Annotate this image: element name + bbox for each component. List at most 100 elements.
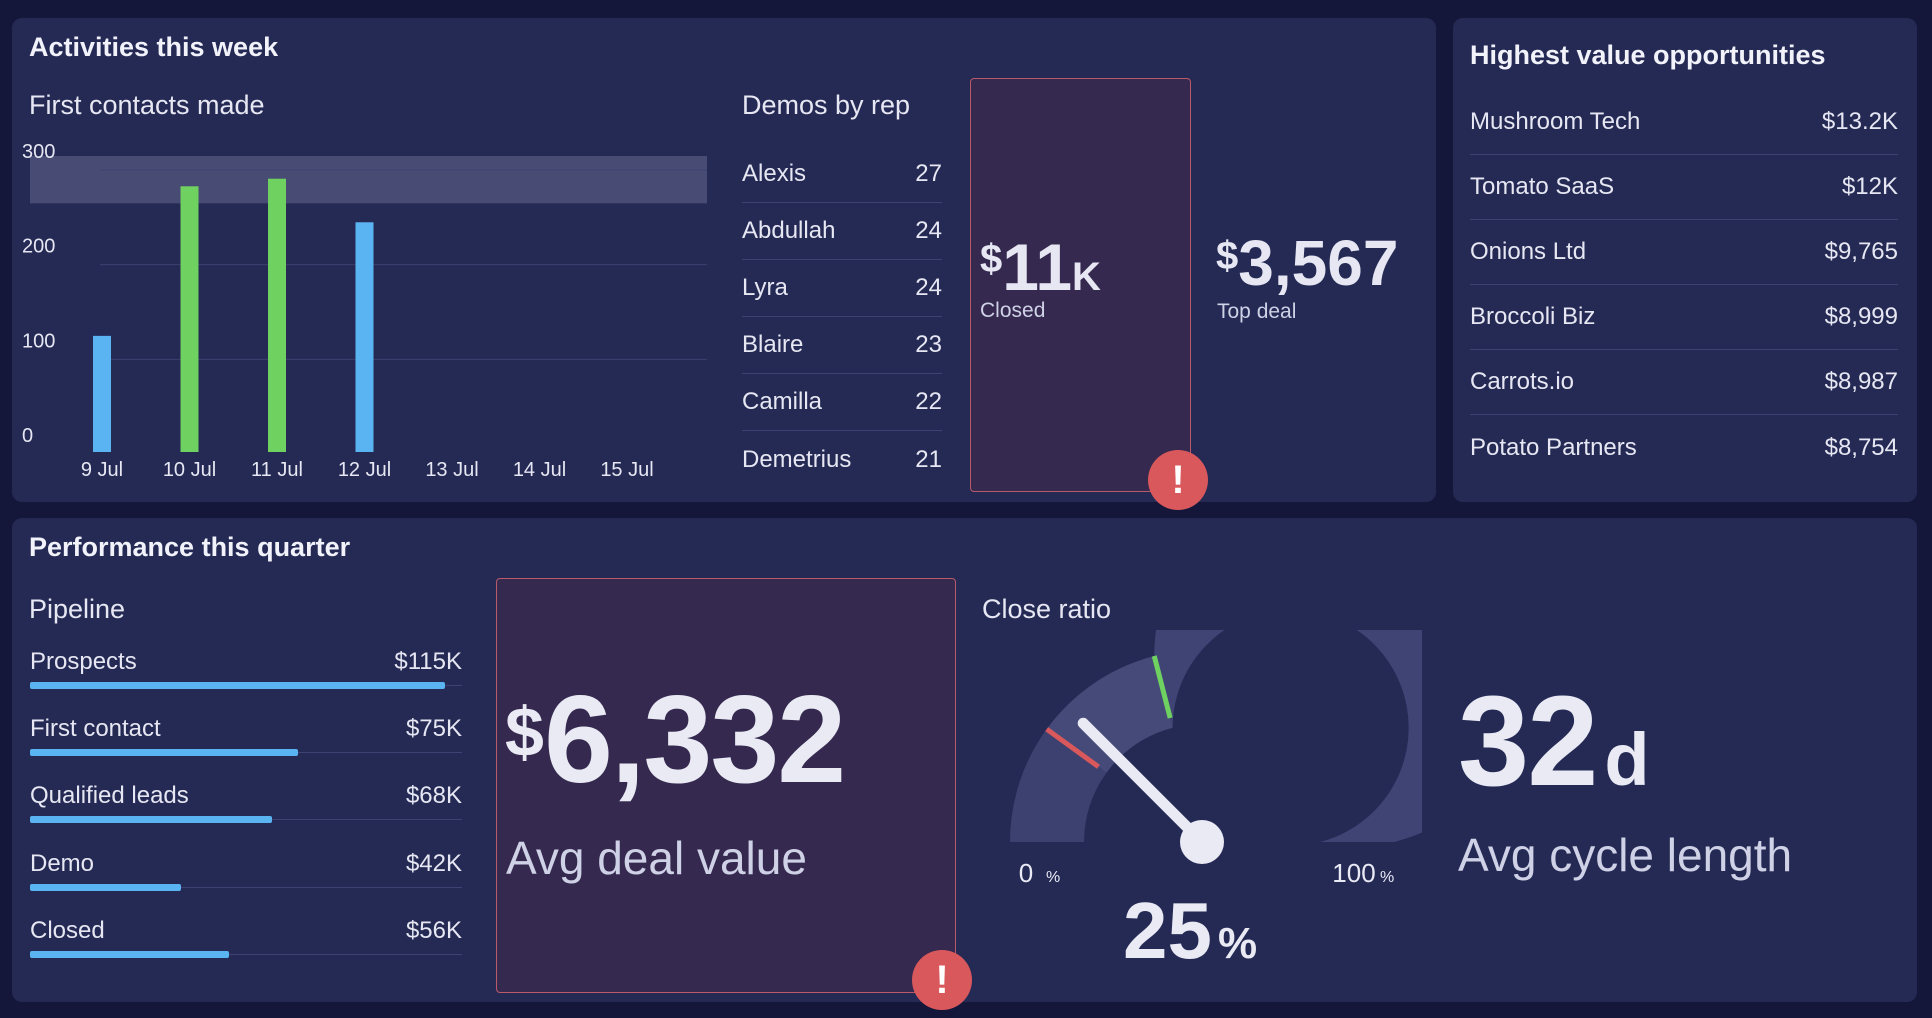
closed-suffix: K (1072, 255, 1101, 299)
opportunities-list: Mushroom Tech $13.2K Tomato SaaS $12K Onio… (1470, 90, 1898, 480)
rep-value: 21 (915, 445, 942, 473)
first-contacts-title: First contacts made (29, 90, 265, 120)
list-item: Blaire 23 (742, 317, 942, 374)
rep-name: Lyra (742, 274, 788, 301)
closed-value: $11K (980, 229, 1101, 305)
bar (180, 186, 199, 452)
cycle-unit: d (1604, 718, 1650, 801)
rep-name: Demetrius (742, 445, 852, 473)
pipeline-value: $56K (405, 917, 462, 944)
list-item: Alexis 27 (742, 146, 942, 203)
x-tick-label: 12 Jul (338, 459, 391, 481)
top-deal-currency: $ (1216, 234, 1239, 278)
closed-alert-icon[interactable]: ! (1148, 450, 1208, 510)
pipeline-bar (30, 682, 445, 689)
opportunities-title: Highest value opportunities (1470, 40, 1826, 70)
gauge-max-label: 100 (1332, 858, 1375, 888)
opportunity-name: Broccoli Biz (1470, 303, 1596, 330)
gauge-segment-mid (1046, 656, 1173, 773)
close-ratio-value: 25 (1123, 886, 1212, 970)
rep-name: Camilla (742, 388, 823, 415)
cycle-value: 32 d (1458, 668, 1650, 815)
top-deal-number: 3,567 (1238, 227, 1399, 299)
x-tick-label: 15 Jul (600, 459, 653, 481)
rep-name: Blaire (742, 331, 804, 358)
pipeline-row-qualified-leads: Qualified leads $68K (30, 782, 462, 842)
gauge-green-marker (1151, 655, 1173, 719)
y-tick-label: 0 (22, 425, 33, 447)
top-deal-value: $3,567 (1216, 226, 1398, 300)
pipeline-label: Demo (30, 850, 95, 877)
pipeline-row-demo: Demo $42K (30, 850, 462, 910)
gauge-min-unit: % (1046, 869, 1060, 886)
rep-value: 22 (915, 388, 942, 415)
rep-value: 24 (915, 217, 942, 244)
list-item[interactable]: Tomato SaaS $12K (1470, 155, 1898, 220)
gauge-needle (1077, 717, 1208, 848)
rep-value: 24 (915, 274, 942, 301)
closed-label: Closed (980, 299, 1046, 322)
opportunity-name: Carrots.io (1470, 368, 1575, 395)
pipeline-title: Pipeline (29, 594, 126, 624)
y-tick-label: 200 (22, 236, 55, 258)
bar (355, 222, 374, 452)
rep-name: Abdullah (742, 217, 836, 244)
x-tick-label: 9 Jul (81, 459, 123, 481)
opportunity-name: Onions Ltd (1470, 238, 1587, 265)
closed-number: 11 (1002, 230, 1073, 304)
demos-list: Alexis 27 Abdullah 24 Lyra 24 Blaire 23 Cami… (742, 146, 942, 488)
pipeline-label: Closed (30, 917, 105, 944)
top-deal-label: Top deal (1217, 300, 1297, 323)
list-item[interactable]: Onions Ltd $9,765 (1470, 220, 1898, 285)
pipeline-row-first-contact: First contact $75K (30, 715, 462, 775)
x-tick-label: 14 Jul (513, 459, 566, 481)
pipeline-row-prospects: Prospects $115K (30, 648, 462, 708)
pipeline-label: Qualified leads (30, 782, 189, 809)
rep-value: 23 (915, 331, 942, 358)
list-item[interactable]: Mushroom Tech $13.2K (1470, 90, 1898, 155)
opportunity-name: Potato Partners (1470, 433, 1637, 461)
gauge-segment-high (1154, 630, 1422, 842)
pipeline-row-closed: Closed $56K (30, 917, 462, 977)
pipeline-value: $68K (405, 782, 462, 809)
gauge-max-unit: % (1380, 869, 1394, 886)
avg-deal-card[interactable]: $6,332 Avg deal value (496, 578, 956, 993)
close-ratio-gauge: 0% 100 %25% (1010, 630, 1422, 970)
y-tick-label: 300 (22, 141, 55, 163)
list-item[interactable]: Broccoli Biz $8,999 (1470, 285, 1898, 350)
list-item: Camilla 22 (742, 374, 942, 431)
pipeline-track (30, 954, 462, 955)
opportunity-value: $8,999 (1824, 303, 1898, 330)
rep-name: Alexis (742, 160, 807, 187)
closed-currency: $ (980, 237, 1003, 281)
activities-panel: Activities this week First contacts made… (12, 18, 1436, 502)
list-item[interactable]: Potato Partners $8,754 (1470, 415, 1898, 480)
pipeline-value: $75K (405, 715, 462, 742)
activities-title: Activities this week (29, 32, 279, 62)
opportunities-panel: Highest value opportunities Mushroom Tec… (1453, 18, 1917, 502)
cycle-label: Avg cycle length (1458, 829, 1793, 881)
pipeline-label: First contact (30, 715, 161, 742)
opportunity-value: $8,987 (1824, 368, 1898, 395)
demos-title: Demos by rep (742, 90, 911, 120)
cycle-number: 32 (1458, 670, 1598, 813)
avg-deal-currency: $ (505, 693, 544, 771)
opportunity-value: $12K (1841, 173, 1898, 200)
bar (268, 178, 286, 452)
gauge-min-label: 0 (1019, 858, 1033, 888)
list-item: Abdullah 24 (742, 203, 942, 260)
close-ratio-unit: % (1218, 919, 1257, 968)
opportunity-value: $8,754 (1824, 433, 1898, 461)
pipeline-track (30, 887, 462, 888)
list-item: Demetrius 21 (742, 431, 942, 488)
pipeline-value: $42K (405, 850, 462, 877)
pipeline-label: Prospects (30, 648, 137, 675)
list-item[interactable]: Carrots.io $8,987 (1470, 350, 1898, 415)
closed-stat-card[interactable]: $11K Closed (970, 78, 1191, 492)
pipeline-bar (30, 749, 298, 756)
x-tick-label: 11 Jul (251, 459, 303, 481)
opportunity-name: Tomato SaaS (1470, 173, 1615, 200)
performance-panel: Performance this quarter Pipeline Close … (12, 518, 1917, 1002)
opportunity-name: Mushroom Tech (1470, 108, 1641, 135)
avg-deal-alert-icon[interactable]: ! (912, 950, 972, 1010)
